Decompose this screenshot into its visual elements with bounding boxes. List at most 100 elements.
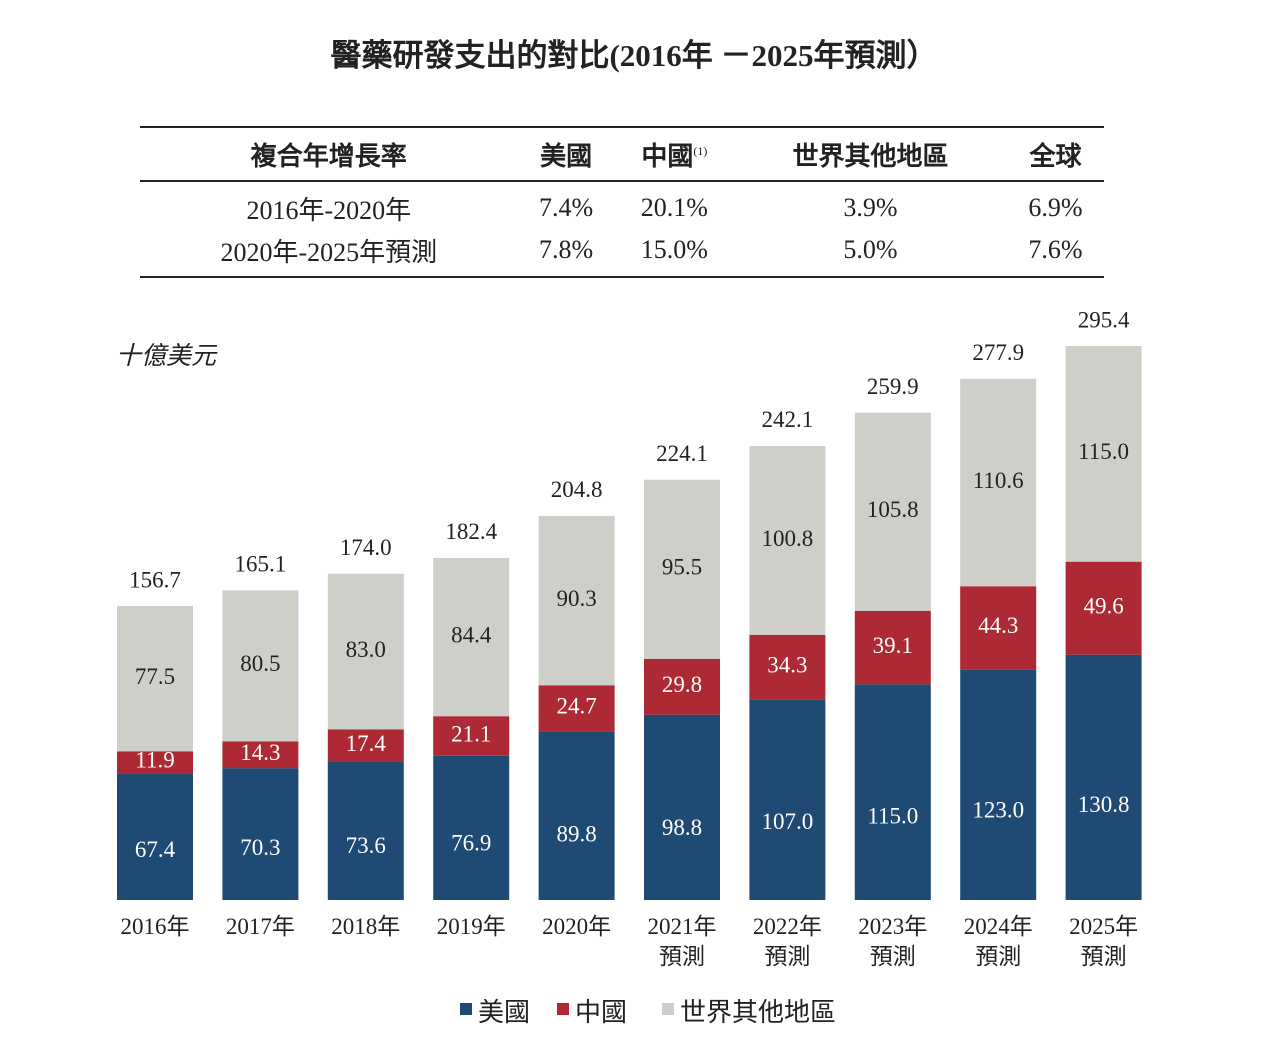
bar-segment — [644, 479, 720, 659]
bar-segment — [749, 699, 826, 900]
total-label: 277.9 — [972, 340, 1024, 365]
total-label: 204.8 — [551, 477, 603, 502]
x-tick-label: 2021年 預測 — [647, 914, 717, 969]
bar-segment — [327, 761, 404, 900]
bar-segment — [538, 515, 615, 686]
table-cell: 3.9% — [843, 193, 898, 222]
data-label: 107.0 — [762, 809, 814, 834]
total-label: 174.0 — [340, 535, 392, 560]
x-tick-label: 2023年 預測 — [858, 914, 928, 969]
bar-segment — [327, 729, 404, 762]
data-label: 70.3 — [240, 835, 280, 860]
bar-segment — [1065, 346, 1142, 562]
bar-segment — [644, 714, 720, 900]
x-tick-label: 2020年 — [542, 914, 612, 939]
total-label: 242.1 — [762, 407, 814, 432]
bar-segment — [222, 741, 299, 769]
legend-label: 世界其他地區 — [680, 998, 837, 1027]
table-cell: 2020年-2025年預測 — [140, 229, 518, 278]
x-tick-label: 2019年 — [436, 914, 506, 939]
table-header: 複合年增長率 — [140, 126, 518, 182]
table-header: 中國(1) — [614, 126, 735, 182]
unit-label: 十億美元 — [116, 343, 217, 370]
table-cell: 20.1% — [640, 193, 708, 222]
data-label: 105.8 — [867, 497, 919, 522]
data-label: 17.4 — [346, 731, 387, 756]
data-label: 44.3 — [978, 613, 1018, 638]
header-text: 全球 — [1029, 141, 1082, 171]
footnote-marker: (1) — [693, 143, 708, 158]
bar-segment — [749, 445, 826, 636]
header-text: 世界其他地區 — [792, 141, 949, 171]
data-label: 130.8 — [1078, 792, 1130, 817]
x-tick-label: 2024年 預測 — [963, 914, 1033, 969]
bar-segment — [1065, 561, 1142, 655]
table-cell: 7.8% — [517, 229, 615, 278]
total-label: 156.7 — [129, 567, 181, 592]
bar-segment — [960, 378, 1037, 587]
x-tick-label: 2025年 預測 — [1069, 914, 1139, 969]
legend-label: 美國 — [478, 998, 531, 1027]
total-label: 224.1 — [656, 441, 708, 466]
title: 醫藥研發支出的對比(2016年 －2025年預測） — [330, 38, 938, 73]
table-header: 世界其他地區 — [734, 126, 1007, 182]
x-tick-label: 2022年 預測 — [752, 914, 822, 969]
data-label: 34.3 — [767, 652, 807, 677]
table-cell: 6.9% — [1028, 193, 1083, 222]
table-row: 2016年-2020年 7.4% 20.1% 3.9% 6.9% — [140, 181, 1104, 229]
x-tick-label: 2016年 — [120, 914, 190, 939]
table-row: 2020年-2025年預測 7.8% 15.0% 5.0% 7.6% — [140, 229, 1104, 278]
data-label: 123.0 — [972, 798, 1024, 823]
data-label: 95.5 — [662, 555, 702, 580]
legend-label: 中國 — [575, 998, 628, 1027]
bar-segment — [1065, 654, 1142, 900]
data-label: 100.8 — [762, 526, 814, 551]
table-cell: 2016年-2020年 — [246, 195, 412, 225]
data-label: 83.0 — [346, 637, 386, 662]
bar-segment — [960, 586, 1037, 670]
table-header: 全球 — [1006, 126, 1104, 182]
total-label: 165.1 — [235, 552, 287, 577]
data-label: 73.6 — [346, 833, 386, 858]
bar-segment — [117, 751, 193, 774]
x-tick-label: 2017年 — [225, 914, 295, 939]
bar-segment — [222, 590, 299, 742]
table-header: 美國 — [517, 126, 615, 182]
bar-segment — [854, 610, 931, 685]
header-text: 複合年增長率 — [250, 141, 407, 171]
data-label: 29.8 — [662, 672, 702, 697]
data-label: 21.1 — [451, 721, 491, 746]
data-label: 49.6 — [1083, 593, 1123, 618]
legend-swatch — [460, 1003, 472, 1015]
data-label: 76.9 — [451, 830, 491, 855]
table-cell: 15.0% — [614, 229, 735, 278]
bar-segment — [222, 768, 299, 900]
table-cell: 7.4% — [539, 193, 594, 222]
bar-segment — [433, 755, 510, 900]
data-label: 11.9 — [135, 748, 174, 773]
cagr-table: 複合年增長率 美國 中國(1) 世界其他地區 全球 2016年-2020年 7.4% 20.1… — [140, 126, 1104, 278]
bar-segment — [117, 773, 193, 900]
data-label: 80.5 — [240, 651, 280, 676]
total-label: 259.9 — [867, 374, 919, 399]
x-tick-label: 2018年 — [331, 914, 401, 939]
table-cell: 5.0% — [734, 229, 1007, 278]
data-label: 115.0 — [1078, 439, 1129, 464]
data-label: 89.8 — [556, 821, 596, 846]
bar-segment — [749, 635, 826, 700]
bar-segment — [538, 685, 615, 732]
legend-swatch — [662, 1003, 674, 1015]
data-label: 115.0 — [867, 803, 918, 828]
legend-swatch — [557, 1003, 569, 1015]
data-label: 77.5 — [135, 664, 175, 689]
bar-segment — [433, 716, 510, 756]
data-label: 14.3 — [240, 740, 280, 765]
total-label: 182.4 — [445, 519, 497, 544]
data-label: 90.3 — [556, 586, 596, 611]
bar-segment — [538, 731, 615, 900]
total-label: 295.4 — [1078, 307, 1130, 332]
bar-segment — [433, 557, 510, 717]
bar-segment — [327, 573, 404, 730]
data-label: 98.8 — [662, 815, 702, 840]
